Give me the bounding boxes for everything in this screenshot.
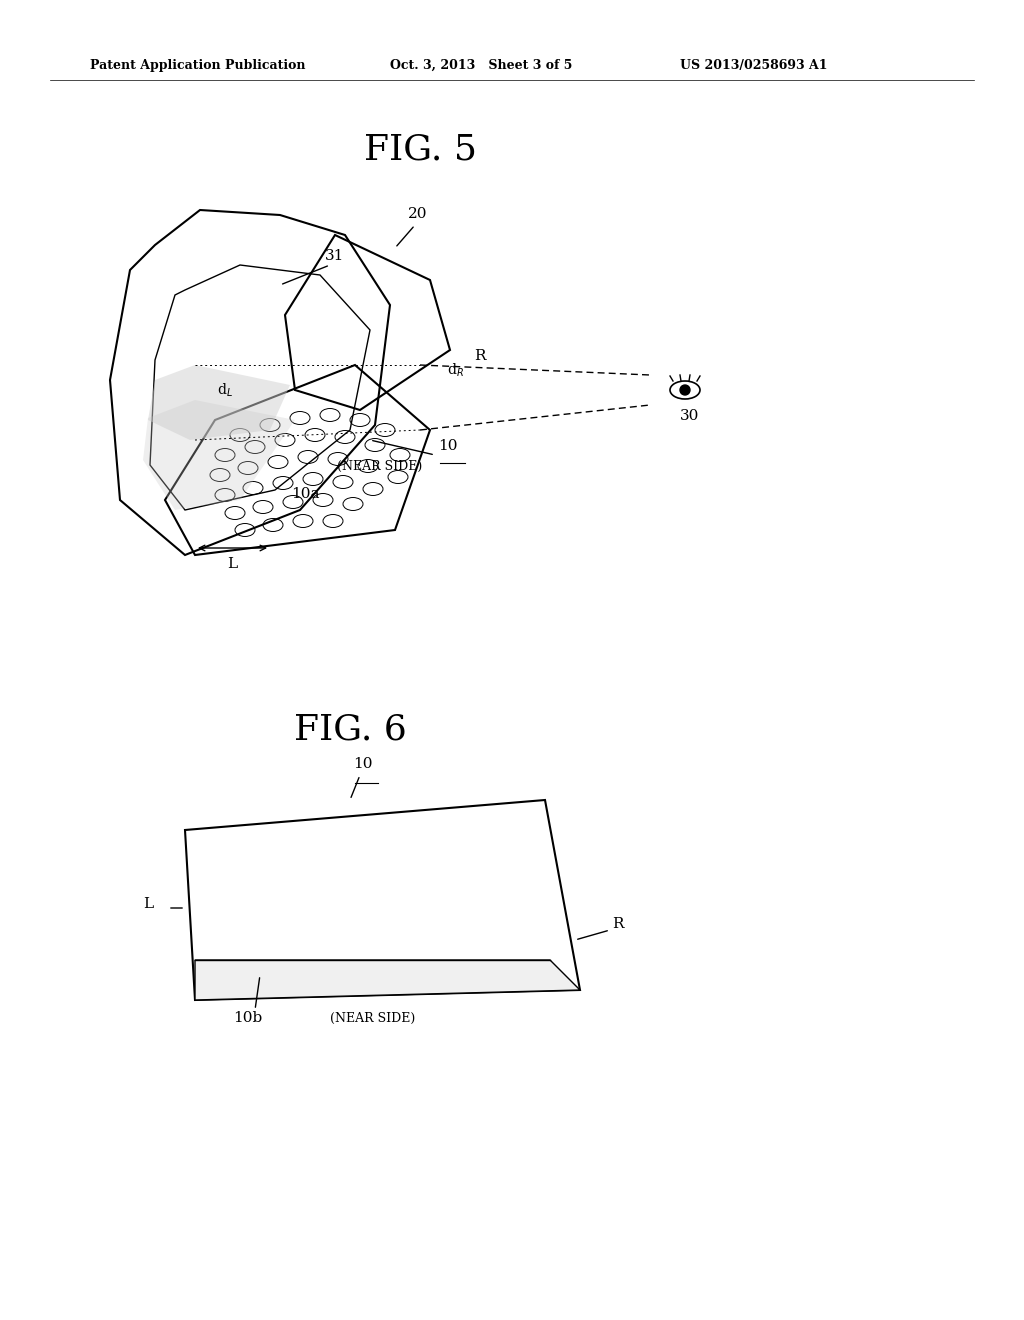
Text: (NEAR SIDE): (NEAR SIDE) <box>330 1012 416 1026</box>
Text: 10: 10 <box>438 440 458 453</box>
Text: R: R <box>612 917 624 931</box>
Circle shape <box>680 385 690 395</box>
Text: 10b: 10b <box>233 1011 262 1026</box>
Text: 10a: 10a <box>291 487 319 502</box>
Text: Patent Application Publication: Patent Application Publication <box>90 58 305 71</box>
Text: US 2013/0258693 A1: US 2013/0258693 A1 <box>680 58 827 71</box>
Text: FIG. 6: FIG. 6 <box>294 713 407 747</box>
Text: d$_R$: d$_R$ <box>446 362 464 379</box>
Text: 31: 31 <box>326 249 345 263</box>
Polygon shape <box>195 960 580 1001</box>
Text: FIG. 5: FIG. 5 <box>364 133 476 168</box>
Text: R: R <box>474 348 485 363</box>
Text: L: L <box>143 898 153 911</box>
Text: L: L <box>227 557 238 572</box>
Text: Oct. 3, 2013   Sheet 3 of 5: Oct. 3, 2013 Sheet 3 of 5 <box>390 58 572 71</box>
Text: 20: 20 <box>409 207 428 220</box>
Text: (NEAR SIDE): (NEAR SIDE) <box>337 459 423 473</box>
Text: d$_L$: d$_L$ <box>217 381 232 400</box>
Text: 10: 10 <box>353 756 373 771</box>
Polygon shape <box>148 366 290 440</box>
Polygon shape <box>143 400 295 510</box>
Text: 30: 30 <box>680 409 699 422</box>
